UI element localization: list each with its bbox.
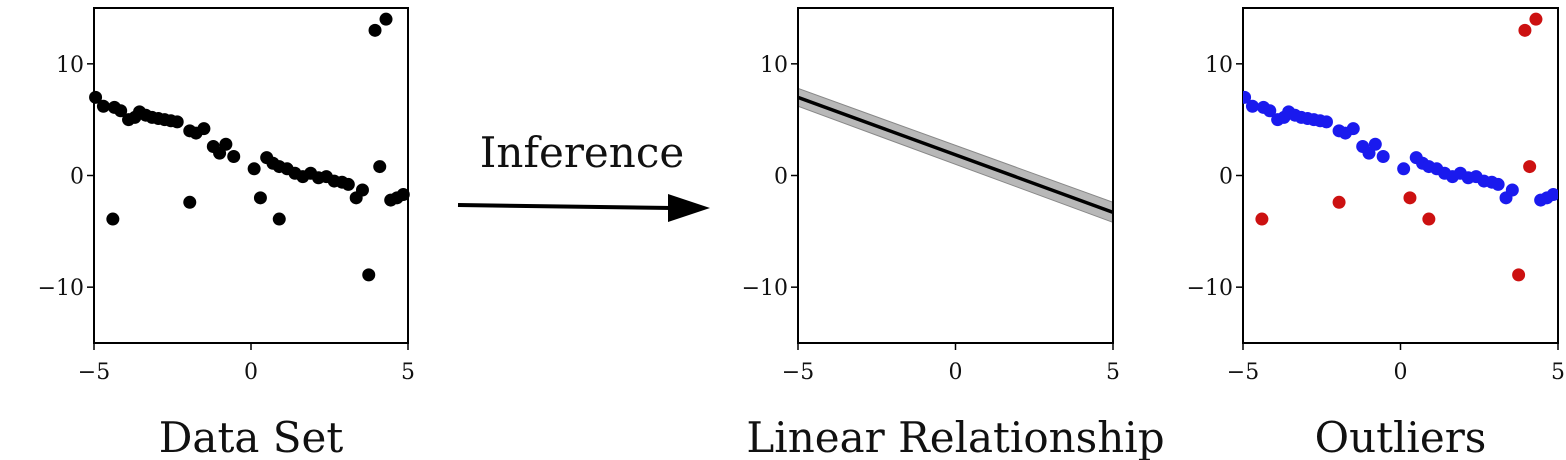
data-point — [114, 104, 128, 118]
inlier-point — [1319, 115, 1333, 129]
regression-line — [798, 95, 1113, 214]
data-point — [341, 177, 355, 191]
outlier-point — [1518, 23, 1532, 37]
data-point — [362, 268, 376, 282]
inlier-point — [1491, 177, 1505, 191]
data-point — [396, 187, 410, 201]
data-point — [170, 115, 184, 129]
outliers-plot-frame — [1242, 7, 1559, 344]
inference-arrow: Inference — [457, 128, 710, 222]
data-point — [96, 99, 110, 113]
data-point — [253, 191, 267, 205]
data-point — [106, 212, 120, 226]
data-point — [373, 160, 387, 174]
inlier-point — [1245, 99, 1259, 113]
outliers-y-tick-label: 10 — [1205, 53, 1233, 78]
inlier-point — [1346, 122, 1360, 136]
data-point — [272, 212, 286, 226]
inference-label: Inference — [480, 128, 684, 177]
inlier-point — [1376, 150, 1390, 164]
data-point — [247, 162, 261, 176]
linear-relationship-fit — [798, 87, 1113, 223]
outlier-point — [1255, 212, 1269, 226]
data-set-y-tick-label: 10 — [56, 53, 84, 78]
inlier-point — [1546, 187, 1558, 201]
data-set-plot-frame — [93, 7, 409, 344]
outlier-point — [1529, 12, 1543, 26]
data-point — [89, 90, 103, 104]
data-set-y-axis: 10 0 −10 — [38, 53, 94, 301]
data-set-y-tick-label: 0 — [70, 165, 84, 190]
linear-relationship-x-tick-label: 5 — [1106, 360, 1120, 385]
data-set-caption: Data Set — [159, 413, 344, 460]
data-point — [197, 122, 211, 136]
data-set-x-tick-label: 5 — [401, 360, 415, 385]
data-set-y-tick-label: −10 — [38, 276, 84, 301]
data-point — [379, 12, 393, 26]
linear-relationship-x-axis: −5 0 5 — [782, 343, 1120, 385]
outlier-point — [1523, 160, 1537, 174]
linear-relationship-y-tick-label: 0 — [774, 165, 788, 190]
inlier-point — [1263, 104, 1277, 118]
outliers-y-axis: 10 0 −10 — [1187, 53, 1243, 301]
linear-relationship-caption: Linear Relationship — [746, 413, 1164, 460]
inlier-point — [1397, 162, 1411, 176]
outliers-y-tick-label: −10 — [1187, 276, 1233, 301]
data-point — [183, 195, 197, 209]
linear-relationship-plot-frame — [797, 7, 1114, 344]
outlier-point — [1332, 195, 1346, 209]
outliers-caption: Outliers — [1315, 413, 1487, 460]
linear-relationship-y-axis: 10 0 −10 — [742, 53, 798, 301]
outliers-x-tick-label: 5 — [1551, 360, 1565, 385]
inlier-point — [1243, 90, 1252, 104]
arrow-shaft — [457, 203, 673, 210]
data-point — [368, 23, 382, 37]
outlier-point — [1422, 212, 1436, 226]
linear-relationship-x-tick-label: −5 — [782, 360, 814, 385]
outliers-panel: 10 0 −10 −5 0 5 Outliers — [1187, 7, 1565, 460]
linear-relationship-panel: 10 0 −10 −5 0 5 Linear Relationship — [742, 7, 1165, 460]
outlier-point — [1403, 191, 1417, 205]
data-set-x-tick-label: −5 — [78, 360, 110, 385]
linear-relationship-y-tick-label: −10 — [742, 276, 788, 301]
linear-relationship-x-tick-label: 0 — [949, 360, 963, 385]
outliers-x-tick-label: 0 — [1394, 360, 1408, 385]
outliers-x-axis: −5 0 5 — [1227, 343, 1565, 385]
data-set-panel: 10 0 −10 −5 0 5 Data Set — [38, 7, 415, 460]
outlier-point — [1512, 268, 1526, 282]
data-set-points — [89, 12, 410, 282]
inlier-point — [1505, 183, 1519, 197]
data-point — [227, 150, 241, 164]
data-set-x-tick-label: 0 — [244, 360, 258, 385]
outliers-x-tick-label: −5 — [1227, 360, 1259, 385]
linear-relationship-y-tick-label: 10 — [760, 53, 788, 78]
data-point — [219, 137, 233, 151]
outliers-y-tick-label: 0 — [1219, 165, 1233, 190]
outliers-points — [1243, 12, 1558, 282]
data-set-x-axis: −5 0 5 — [78, 343, 415, 385]
data-point — [355, 183, 369, 197]
arrow-head-icon — [668, 194, 710, 222]
inlier-point — [1368, 137, 1382, 151]
